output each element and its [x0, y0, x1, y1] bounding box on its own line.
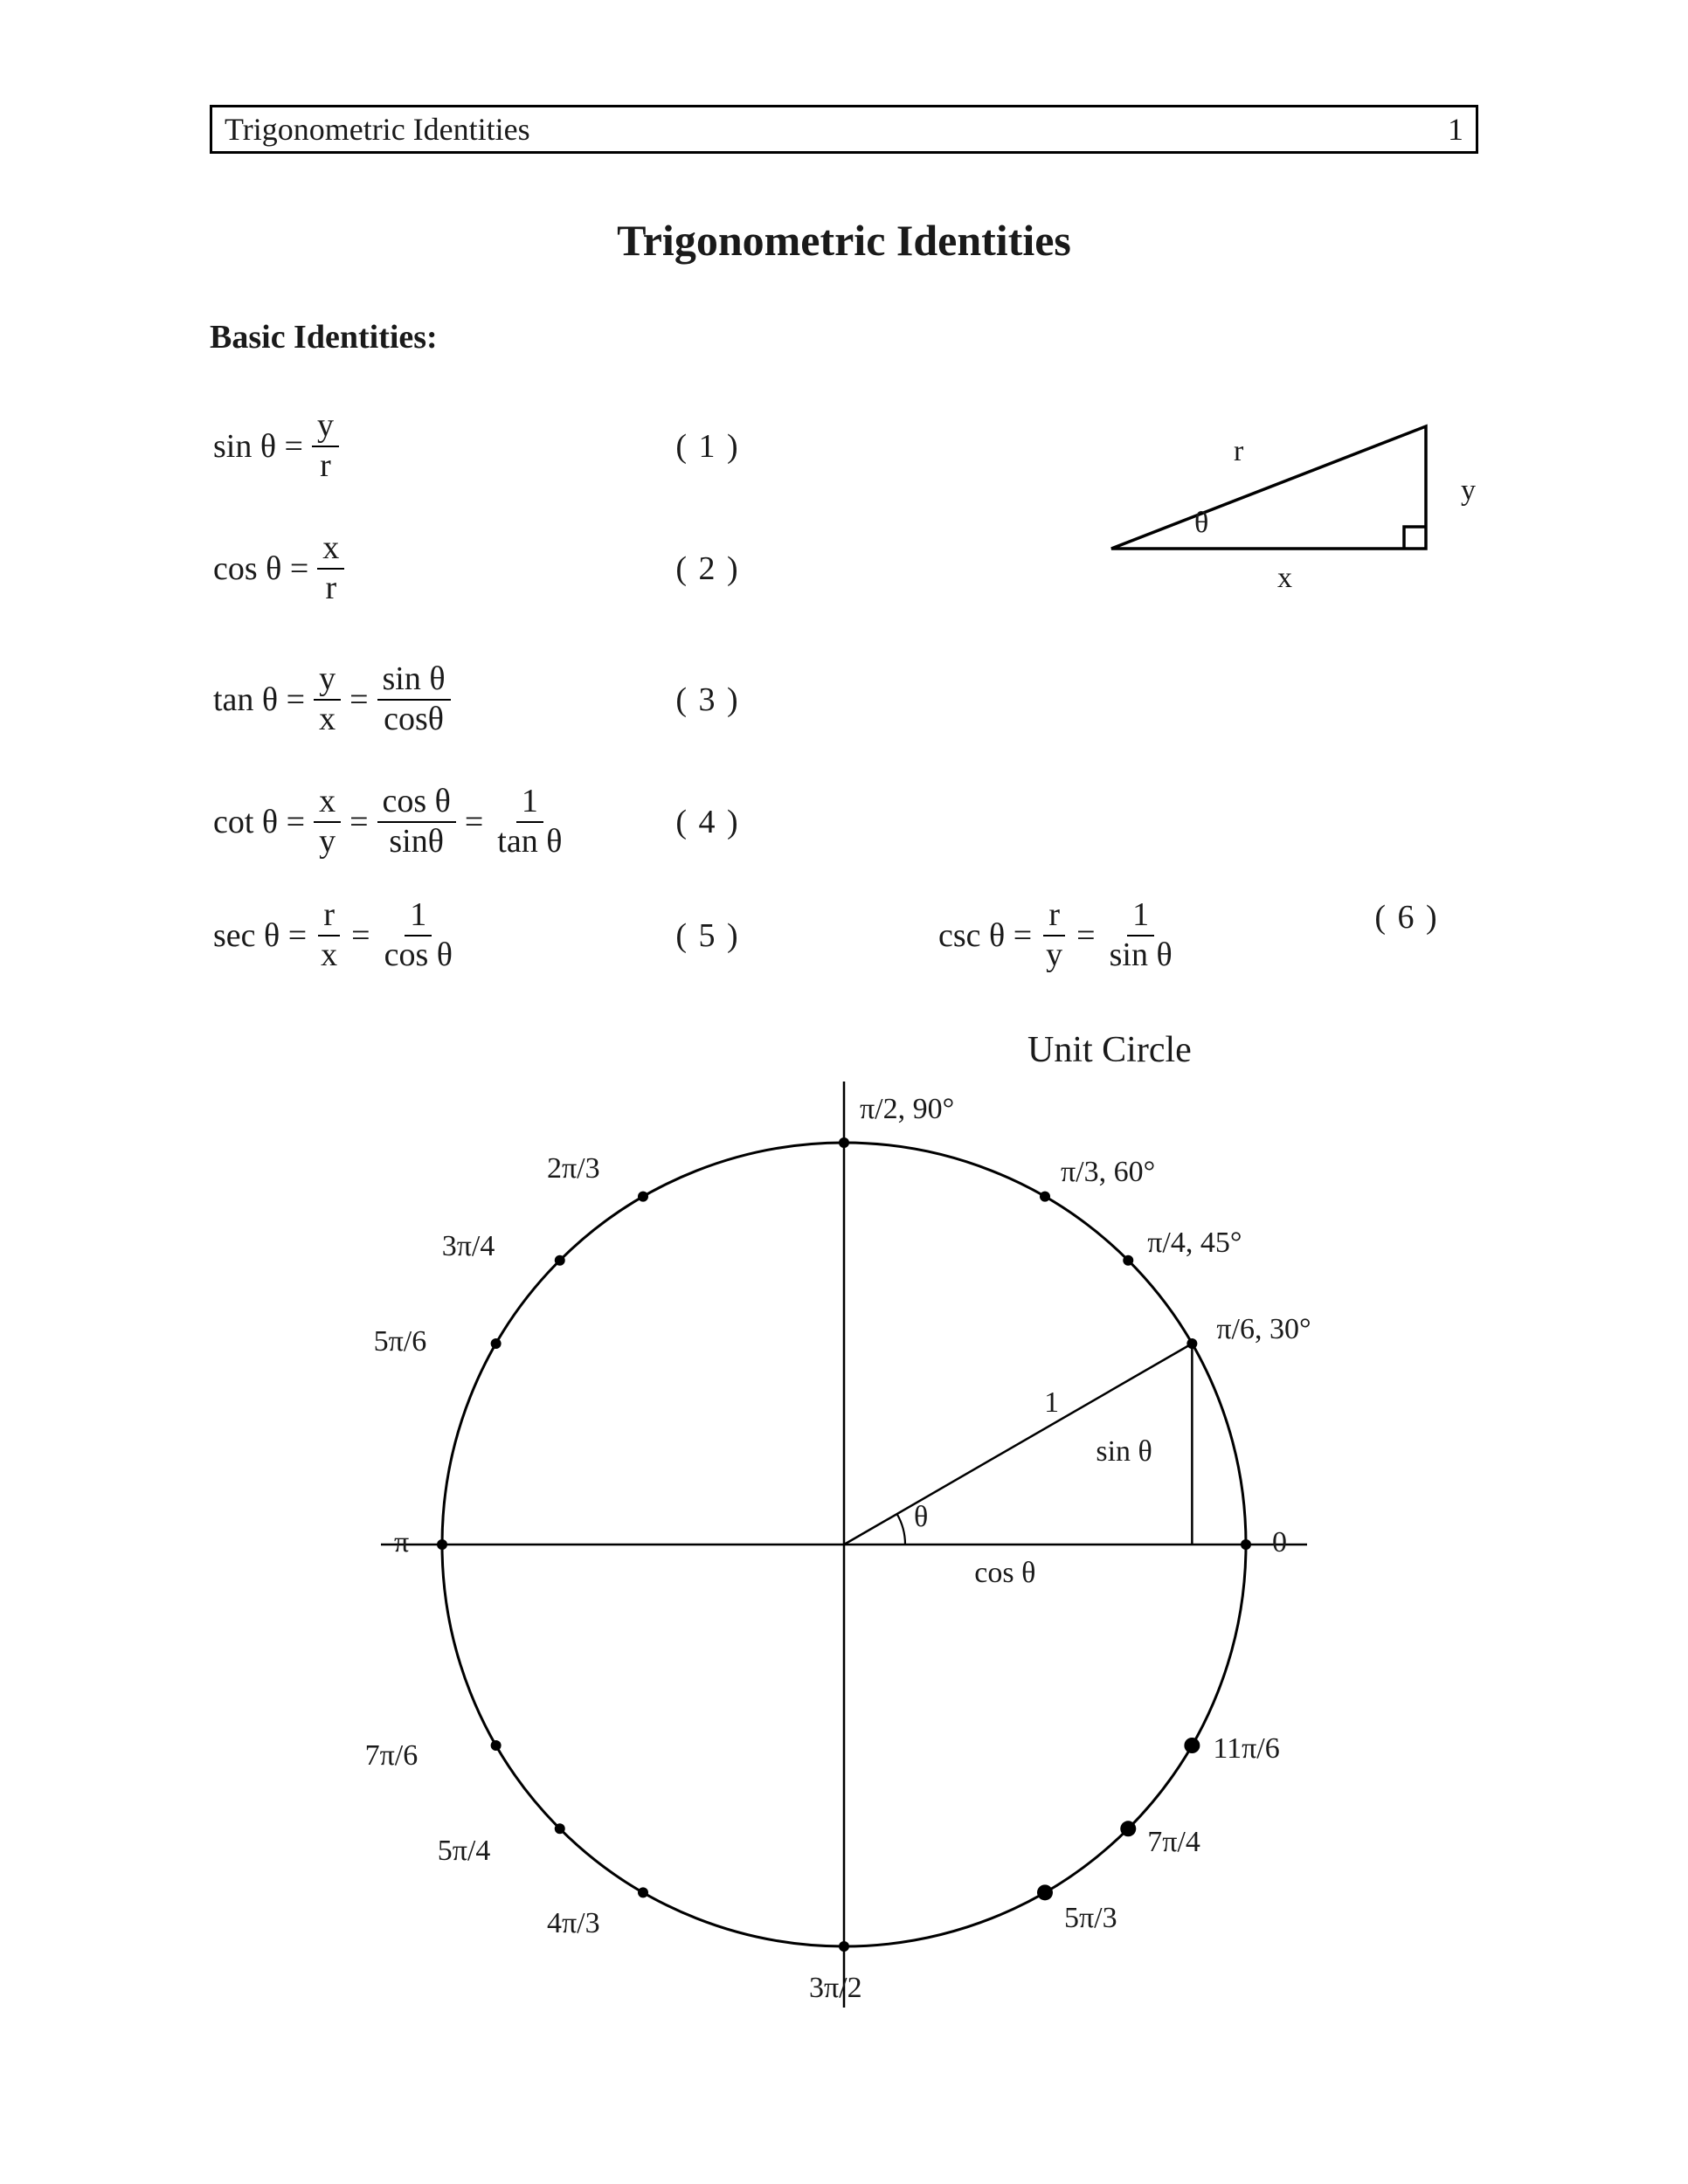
angle-label: π/6, 30°	[1216, 1313, 1311, 1346]
cos-label: cos θ	[974, 1557, 1035, 1590]
identity-row: sec θ =rx=1cos θ( 5 )	[210, 898, 769, 973]
identity-row: cot θ =xy=cos θsinθ=1tan θ( 4 )	[210, 784, 769, 860]
theta-label: θ	[914, 1501, 928, 1534]
triangle-shape	[1111, 426, 1426, 549]
identity-number: ( 6 )	[1346, 898, 1468, 936]
triangle-r-label: r	[1234, 435, 1243, 468]
running-title: Trigonometric Identities	[225, 111, 530, 148]
identity-lhs: tan θ =yx=sin θcosθ	[210, 662, 647, 737]
sin-label: sin θ	[1096, 1435, 1152, 1469]
identity-lhs: sin θ =yr	[210, 409, 647, 484]
identity-row: tan θ =yx=sin θcosθ( 3 )	[210, 662, 769, 737]
angle-label: 3π/2	[809, 1972, 862, 2005]
angle-label: 5π/4	[438, 1835, 491, 1868]
unit-circle-figure: Unit Circle 0π/6, 30°π/4, 45°π/3, 60°π/2…	[311, 1038, 1377, 2104]
angle-label: 5π/6	[374, 1325, 427, 1358]
triangle-x-label: x	[1277, 562, 1292, 595]
angle-label: 4π/3	[547, 1907, 600, 1940]
identity-number: ( 1 )	[647, 427, 769, 466]
basic-identities-block: r y x θ sin θ =yr( 1 ) cos θ =xr( 2 ) tan …	[210, 409, 1478, 1020]
angle-label: 7π/4	[1147, 1826, 1200, 1859]
identity-number: ( 3 )	[647, 681, 769, 719]
identity-number: ( 2 )	[647, 549, 769, 588]
identity-lhs: cot θ =xy=cos θsinθ=1tan θ	[210, 784, 647, 860]
angle-label: 2π/3	[547, 1152, 600, 1185]
angle-label: π/4, 45°	[1147, 1227, 1242, 1260]
section-title: Basic Identities:	[210, 318, 1478, 356]
identity-lhs: csc θ =ry=1sin θ	[935, 898, 1372, 973]
angle-label: 7π/6	[365, 1739, 419, 1773]
document-page: Trigonometric Identities 1 Trigonometric…	[0, 0, 1688, 2184]
page-number: 1	[1448, 111, 1463, 148]
reference-triangle: r y x θ	[1094, 409, 1505, 636]
unit-circle-svg	[311, 1038, 1377, 2104]
identity-row: sin θ =yr( 1 )	[210, 409, 769, 484]
angle-label: π	[394, 1526, 409, 1559]
triangle-theta-label: θ	[1194, 507, 1208, 540]
angle-label: 5π/3	[1064, 1902, 1117, 1935]
triangle-svg	[1094, 409, 1505, 636]
triangle-y-label: y	[1461, 474, 1476, 508]
identity-row: cos θ =xr( 2 )	[210, 531, 769, 606]
identity-number: ( 5 )	[647, 916, 769, 955]
unit-circle-title: Unit Circle	[1027, 1029, 1192, 1071]
page-header-rule: Trigonometric Identities 1	[210, 105, 1478, 154]
angle-label: 3π/4	[442, 1230, 495, 1263]
right-angle-mark	[1404, 527, 1426, 549]
doc-title: Trigonometric Identities	[210, 215, 1478, 266]
angle-label: π/2, 90°	[860, 1093, 954, 1126]
identity-number: ( 4 )	[647, 803, 769, 841]
identity-row: csc θ =ry=1sin θ	[935, 898, 1372, 973]
angle-label: 11π/6	[1213, 1732, 1279, 1766]
angle-label: 0	[1272, 1526, 1287, 1559]
radius-label: 1	[1044, 1386, 1059, 1420]
angle-label: π/3, 60°	[1061, 1156, 1155, 1189]
identity-lhs: sec θ =rx=1cos θ	[210, 898, 647, 973]
identity-lhs: cos θ =xr	[210, 531, 647, 606]
